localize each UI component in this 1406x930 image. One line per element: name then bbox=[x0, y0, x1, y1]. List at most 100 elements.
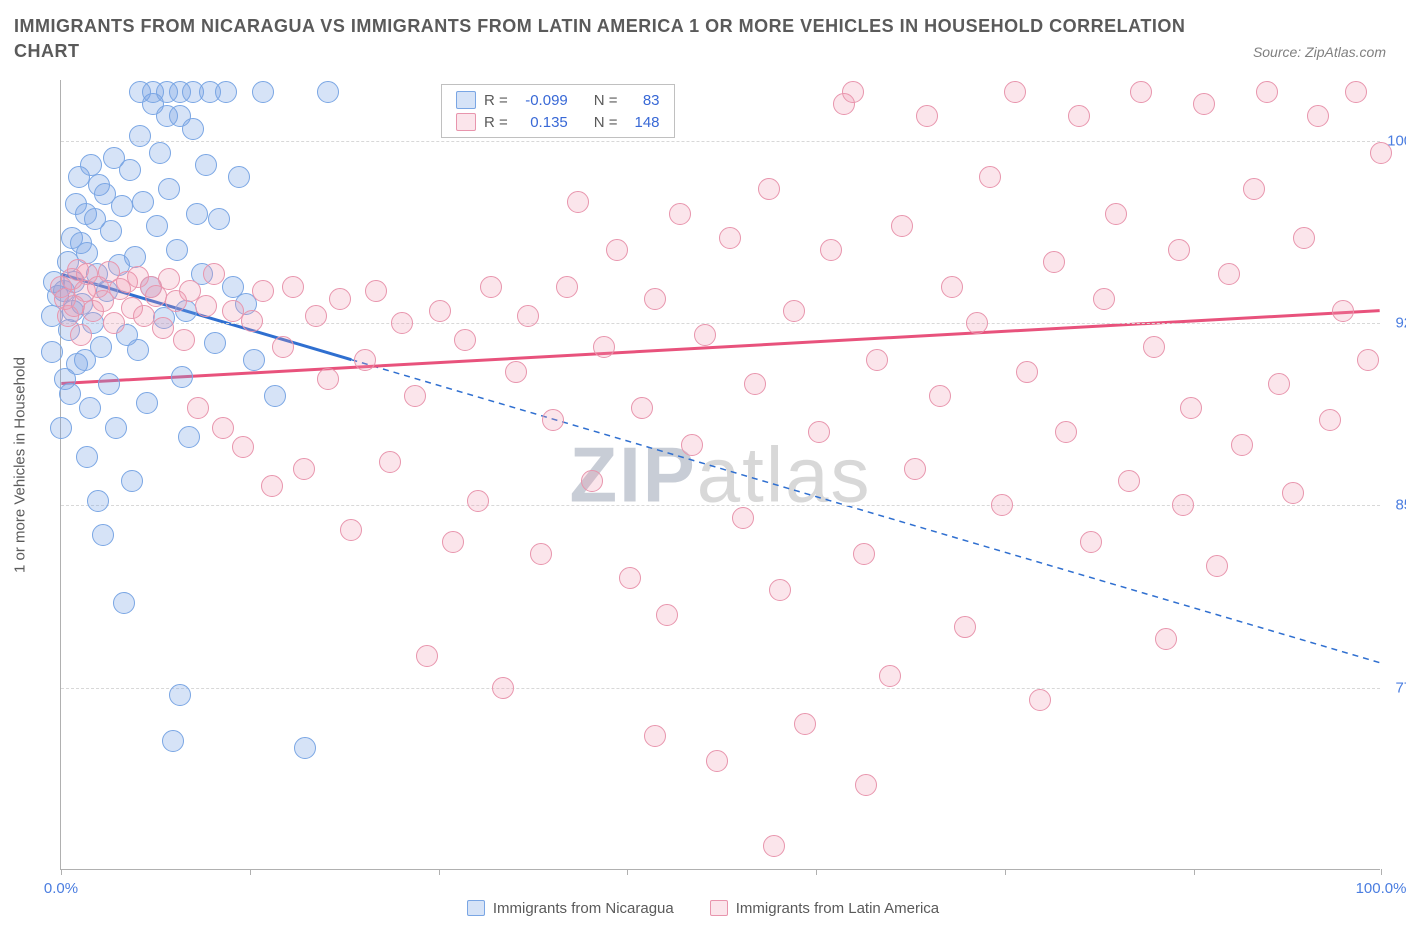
gridline bbox=[61, 141, 1380, 142]
legend-swatch-latin bbox=[710, 900, 728, 916]
data-point-latin bbox=[454, 329, 476, 351]
y-tick-label: 85.0% bbox=[1384, 497, 1406, 514]
data-point-latin bbox=[619, 567, 641, 589]
data-point-latin bbox=[593, 336, 615, 358]
data-point-latin bbox=[1243, 178, 1265, 200]
x-tick-mark bbox=[627, 869, 628, 875]
x-tick-mark bbox=[816, 869, 817, 875]
legend-label-nicaragua: Immigrants from Nicaragua bbox=[493, 900, 674, 917]
chart-container: IMMIGRANTS FROM NICARAGUA VS IMMIGRANTS … bbox=[0, 0, 1406, 930]
chart-title: IMMIGRANTS FROM NICARAGUA VS IMMIGRANTS … bbox=[14, 14, 1226, 64]
data-point-latin bbox=[305, 305, 327, 327]
data-point-latin bbox=[866, 349, 888, 371]
x-tick-mark bbox=[1005, 869, 1006, 875]
data-point-latin bbox=[1307, 105, 1329, 127]
data-point-nicaragua bbox=[136, 392, 158, 414]
data-point-latin bbox=[517, 305, 539, 327]
stat-legend: R =-0.099N =83R =0.135N =148 bbox=[441, 84, 675, 138]
data-point-latin bbox=[1029, 689, 1051, 711]
data-point-latin bbox=[195, 295, 217, 317]
legend-swatch-nicaragua bbox=[467, 900, 485, 916]
legend-item-nicaragua: Immigrants from Nicaragua bbox=[467, 900, 674, 917]
data-point-nicaragua bbox=[195, 154, 217, 176]
data-point-latin bbox=[1055, 421, 1077, 443]
data-point-latin bbox=[1319, 409, 1341, 431]
data-point-nicaragua bbox=[317, 81, 339, 103]
data-point-nicaragua bbox=[228, 166, 250, 188]
data-point-latin bbox=[1168, 239, 1190, 261]
data-point-latin bbox=[991, 494, 1013, 516]
x-tick-label-right: 100.0% bbox=[1356, 880, 1406, 897]
data-point-nicaragua bbox=[76, 446, 98, 468]
data-point-nicaragua bbox=[162, 730, 184, 752]
data-point-latin bbox=[1016, 361, 1038, 383]
data-point-nicaragua bbox=[182, 118, 204, 140]
data-point-latin bbox=[1105, 203, 1127, 225]
data-point-latin bbox=[1155, 628, 1177, 650]
data-point-latin bbox=[1282, 482, 1304, 504]
data-point-latin bbox=[656, 604, 678, 626]
data-point-nicaragua bbox=[132, 191, 154, 213]
data-point-latin bbox=[203, 263, 225, 285]
data-point-latin bbox=[1172, 494, 1194, 516]
y-tick-label: 92.5% bbox=[1384, 315, 1406, 332]
data-point-latin bbox=[272, 336, 294, 358]
data-point-latin bbox=[966, 312, 988, 334]
data-point-latin bbox=[1256, 81, 1278, 103]
data-point-nicaragua bbox=[87, 490, 109, 512]
x-tick-mark bbox=[61, 869, 62, 875]
x-tick-mark bbox=[439, 869, 440, 875]
stat-row-nicaragua: R =-0.099N =83 bbox=[442, 89, 674, 111]
data-point-latin bbox=[891, 215, 913, 237]
data-point-latin bbox=[808, 421, 830, 443]
data-point-latin bbox=[404, 385, 426, 407]
data-point-nicaragua bbox=[158, 178, 180, 200]
data-point-latin bbox=[187, 397, 209, 419]
data-point-latin bbox=[1345, 81, 1367, 103]
data-point-latin bbox=[340, 519, 362, 541]
data-point-nicaragua bbox=[79, 397, 101, 419]
data-point-latin bbox=[442, 531, 464, 553]
data-point-latin bbox=[567, 191, 589, 213]
data-point-latin bbox=[1332, 300, 1354, 322]
stat-swatch-latin bbox=[456, 113, 476, 131]
data-point-latin bbox=[173, 329, 195, 351]
gridline bbox=[61, 688, 1380, 689]
data-point-latin bbox=[904, 458, 926, 480]
data-point-latin bbox=[252, 280, 274, 302]
data-point-latin bbox=[929, 385, 951, 407]
data-point-latin bbox=[480, 276, 502, 298]
data-point-nicaragua bbox=[121, 470, 143, 492]
data-point-latin bbox=[354, 349, 376, 371]
data-point-latin bbox=[644, 288, 666, 310]
data-point-latin bbox=[842, 81, 864, 103]
data-point-latin bbox=[1370, 142, 1392, 164]
data-point-latin bbox=[1357, 349, 1379, 371]
bottom-legend: Immigrants from NicaraguaImmigrants from… bbox=[0, 900, 1406, 921]
x-tick-label-left: 0.0% bbox=[44, 880, 78, 897]
data-point-latin bbox=[719, 227, 741, 249]
data-point-latin bbox=[1293, 227, 1315, 249]
data-point-latin bbox=[853, 543, 875, 565]
data-point-nicaragua bbox=[92, 524, 114, 546]
data-point-latin bbox=[669, 203, 691, 225]
data-point-nicaragua bbox=[204, 332, 226, 354]
data-point-latin bbox=[581, 470, 603, 492]
data-point-latin bbox=[783, 300, 805, 322]
data-point-latin bbox=[694, 324, 716, 346]
data-point-latin bbox=[855, 774, 877, 796]
data-point-latin bbox=[1093, 288, 1115, 310]
data-point-nicaragua bbox=[90, 336, 112, 358]
stat-row-latin: R =0.135N =148 bbox=[442, 111, 674, 133]
data-point-latin bbox=[222, 300, 244, 322]
x-tick-mark bbox=[250, 869, 251, 875]
data-point-latin bbox=[70, 324, 92, 346]
source-label: Source: ZipAtlas.com bbox=[1253, 44, 1386, 60]
data-point-nicaragua bbox=[252, 81, 274, 103]
data-point-latin bbox=[1143, 336, 1165, 358]
data-point-latin bbox=[103, 312, 125, 334]
data-point-nicaragua bbox=[294, 737, 316, 759]
data-point-latin bbox=[1004, 81, 1026, 103]
data-point-nicaragua bbox=[243, 349, 265, 371]
y-tick-label: 77.5% bbox=[1384, 679, 1406, 696]
